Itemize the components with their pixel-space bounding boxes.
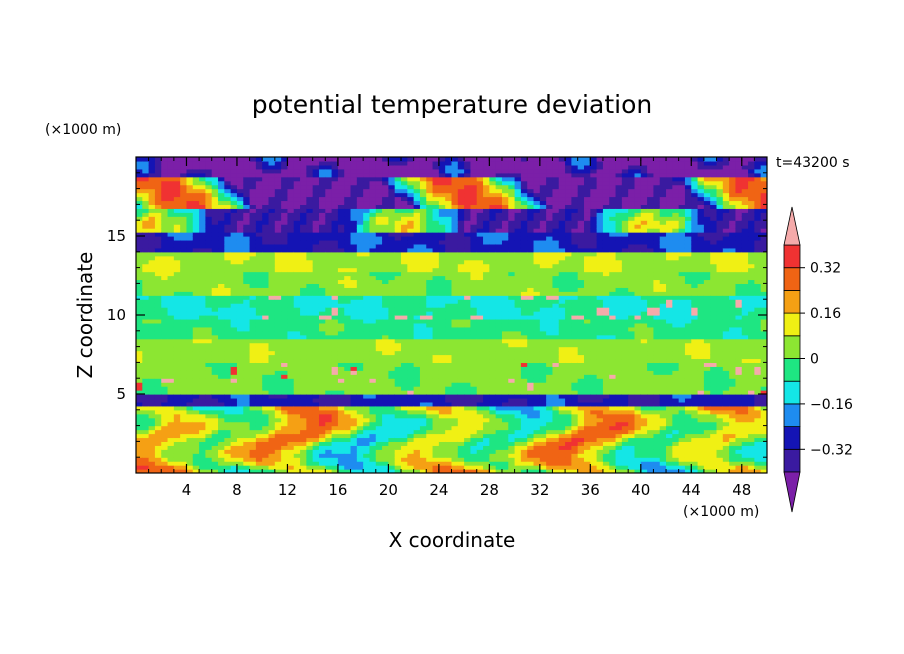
y-tick-label: 15	[107, 227, 126, 245]
colorbar-band	[783, 403, 801, 427]
x-axis-label: X coordinate	[389, 528, 516, 552]
colorbar-label: −0.32	[810, 442, 853, 458]
colorbar-band	[783, 426, 801, 450]
colorbar-under-triangle	[783, 471, 801, 513]
colorbar-band	[783, 267, 801, 291]
x-tick-label: 48	[732, 481, 751, 499]
x-tick-label: 8	[232, 481, 242, 499]
time-label: t=43200 s	[776, 155, 850, 171]
colorbar-band	[783, 244, 801, 269]
colorbar-band	[783, 312, 801, 337]
colorbar-band	[783, 380, 801, 405]
x-tick-label: 28	[480, 481, 499, 499]
colorbar-label: 0.32	[810, 261, 841, 277]
colorbar-band	[783, 448, 801, 473]
x-unit-label: (×1000 m)	[683, 504, 759, 520]
colorbar-band	[783, 358, 801, 382]
x-tick-label: 40	[631, 481, 650, 499]
x-axis: 4 8 12 16 20 24 28 32 36 40 44 48	[148, 157, 755, 499]
x-tick-label: 36	[581, 481, 600, 499]
y-tick-label: 5	[116, 385, 126, 403]
y-axis: 5 10 15	[107, 172, 767, 458]
x-tick-label: 4	[182, 481, 192, 499]
y-unit-label: (×1000 m)	[45, 122, 121, 138]
colorbar-label: 0	[810, 352, 819, 368]
x-tick-label: 20	[379, 481, 398, 499]
y-axis-label: Z coordinate	[73, 252, 97, 379]
x-tick-label: 32	[530, 481, 549, 499]
colorbar: −0.32 −0.16 0 0.16 0.32	[783, 206, 853, 513]
colorbar-label: 0.16	[810, 306, 841, 322]
colorbar-band	[783, 335, 801, 359]
x-tick-label: 16	[328, 481, 347, 499]
colorbar-band	[783, 289, 801, 314]
chart-title: potential temperature deviation	[252, 90, 652, 119]
y-tick-label: 10	[107, 306, 126, 324]
x-tick-label: 24	[429, 481, 448, 499]
contour-field	[136, 157, 767, 473]
x-tick-label: 12	[278, 481, 297, 499]
colorbar-label: −0.16	[810, 397, 853, 413]
colorbar-over-triangle	[783, 206, 801, 246]
x-tick-label: 44	[682, 481, 701, 499]
